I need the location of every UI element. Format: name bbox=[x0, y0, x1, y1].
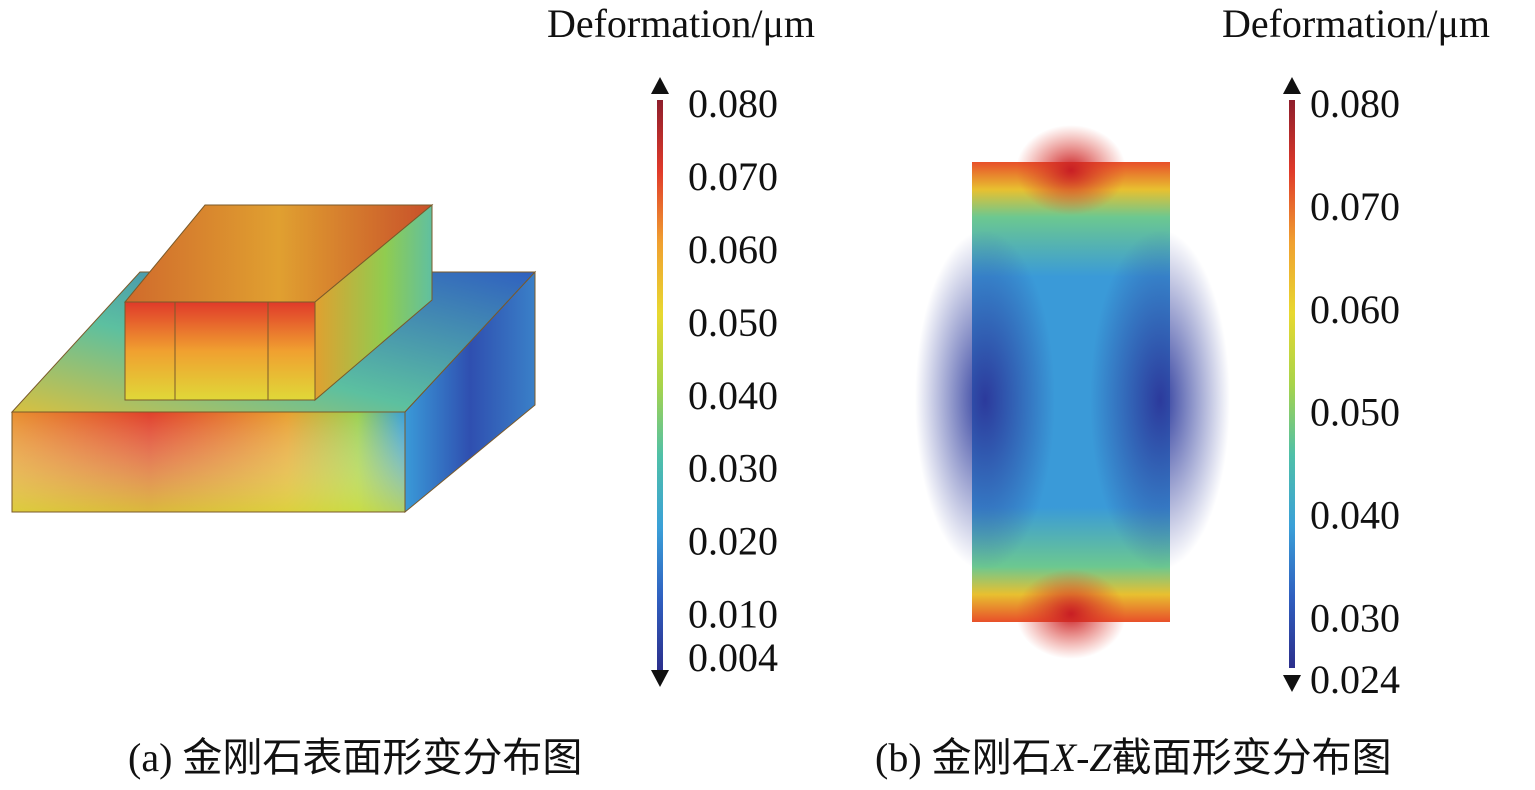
colorbar-tick-label: 0.050 bbox=[688, 300, 778, 345]
caption-part: 截面形变分布图 bbox=[1112, 735, 1392, 780]
colorbar-tick-label: 0.080 bbox=[1310, 81, 1400, 126]
caption-part: (b) 金刚石 bbox=[875, 735, 1052, 780]
colorbar-tick-label: 0.080 bbox=[688, 81, 778, 126]
colorbar-tick-label: 0.010 bbox=[688, 591, 778, 636]
caption-part: (a) 金刚石表面形变分布图 bbox=[128, 735, 582, 780]
colorbar-title: Deformation/μm bbox=[1222, 1, 1490, 46]
colorbar-tick-label: 0.004 bbox=[688, 635, 778, 680]
section-model bbox=[915, 125, 1230, 659]
colorbar-tick-label: 0.040 bbox=[1310, 493, 1400, 538]
colorbar-tick-label: 0.060 bbox=[688, 227, 778, 272]
caption: (a) 金刚石表面形变分布图 bbox=[128, 735, 582, 780]
colorbar-title: Deformation/μm bbox=[547, 1, 815, 46]
colorbar-tick-label: 0.030 bbox=[688, 446, 778, 491]
colorbar bbox=[657, 100, 663, 670]
caption: (b) 金刚石X-Z截面形变分布图 bbox=[875, 735, 1392, 780]
colorbar-tick-label: 0.070 bbox=[1310, 184, 1400, 229]
colorbar-tick-label: 0.050 bbox=[1310, 390, 1400, 435]
colorbar-arrows bbox=[651, 77, 1301, 692]
colorbar-tick-label: 0.040 bbox=[688, 373, 778, 418]
surface-model bbox=[10, 203, 537, 514]
caption-part: X-Z bbox=[1050, 735, 1113, 780]
colorbar-tick-label: 0.060 bbox=[1310, 287, 1400, 332]
colorbar-tick-label: 0.030 bbox=[1310, 595, 1400, 640]
colorbar-tick-label: 0.020 bbox=[688, 519, 778, 564]
colorbar-tick-label: 0.070 bbox=[688, 154, 778, 199]
colorbar bbox=[1289, 100, 1295, 668]
colorbar-tick-label: 0.024 bbox=[1310, 657, 1400, 702]
